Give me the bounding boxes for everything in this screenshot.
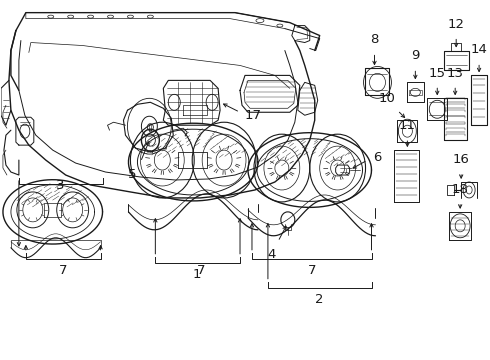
- Text: 18: 18: [452, 183, 468, 196]
- Text: 8: 8: [370, 32, 379, 45]
- Text: 1: 1: [193, 268, 201, 281]
- Text: 2: 2: [316, 293, 324, 306]
- Text: 4: 4: [268, 248, 276, 261]
- Text: 14: 14: [471, 44, 488, 57]
- Text: 12: 12: [448, 18, 465, 31]
- Text: 13: 13: [447, 67, 464, 80]
- Text: 16: 16: [453, 153, 469, 166]
- Text: 9: 9: [411, 49, 419, 62]
- Text: 11: 11: [399, 119, 416, 132]
- Text: 5: 5: [128, 168, 137, 181]
- Text: 7: 7: [197, 264, 206, 277]
- Text: 7: 7: [308, 264, 316, 277]
- Text: 15: 15: [429, 67, 446, 80]
- Text: 6: 6: [373, 150, 382, 163]
- Text: 3: 3: [56, 179, 65, 192]
- Text: 10: 10: [379, 92, 396, 105]
- Text: 17: 17: [245, 109, 262, 122]
- Text: 7: 7: [58, 264, 67, 277]
